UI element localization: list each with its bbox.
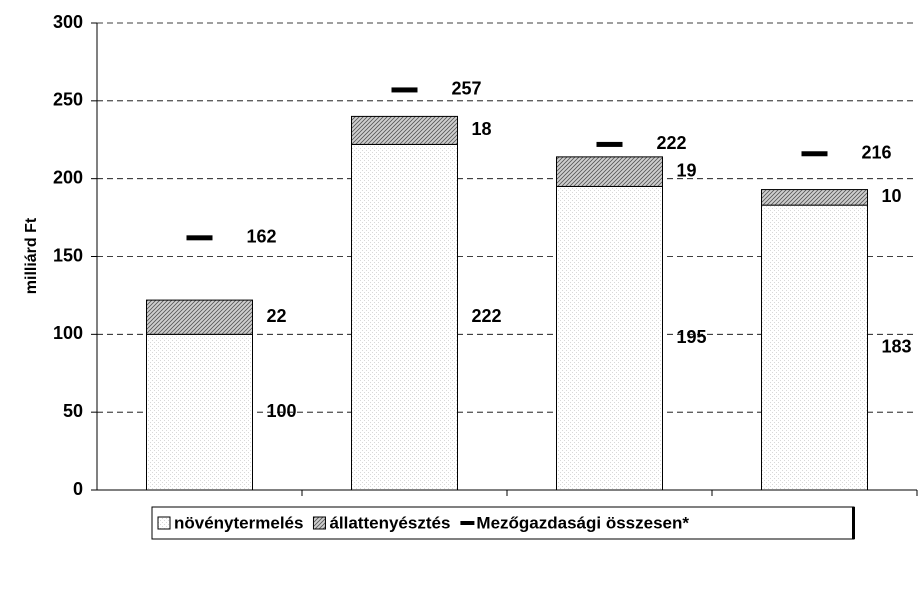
y-tick-label: 200 [53,167,83,187]
data-label: 183 [882,336,912,356]
bar-segment [351,115,458,145]
y-axis-label: milliárd Ft [23,217,40,294]
data-label: 257 [452,79,482,99]
data-label: 216 [862,143,892,163]
legend: növénytermelés állattenyésztés Mezőgazdasá… [151,506,855,540]
y-tick-label: 100 [53,323,83,343]
y-tick-label: 50 [63,401,83,421]
total-marker [596,141,623,147]
total-marker [801,151,828,157]
legend-box [151,506,855,540]
data-label: 18 [472,119,492,139]
data-label: 222 [657,133,687,153]
data-label: 195 [677,327,707,347]
y-tick-label: 150 [53,245,83,265]
y-tick-label: 250 [53,90,83,110]
legend-label: Mezőgazdasági összesen* [476,513,689,532]
data-label: 10 [882,186,902,206]
bar-segment [351,143,458,491]
legend-swatch [312,516,326,530]
bar-segment [761,204,868,491]
bar-segment [146,299,253,335]
bar-segment [556,156,663,187]
legend-swatch [460,521,475,525]
total-marker [391,87,418,93]
data-label: 19 [677,160,697,180]
y-tick-label: 300 [53,12,83,32]
y-tick-label: 0 [73,479,83,499]
bar-segment [556,185,663,491]
data-label: 222 [472,306,502,326]
data-label: 22 [267,306,287,326]
total-marker [186,235,213,241]
legend-edge [852,507,855,539]
bar-segment [146,333,253,491]
legend-swatch [157,516,171,530]
data-label: 100 [267,401,297,421]
legend-label: állattenyésztés [329,513,450,532]
data-label: 162 [247,227,277,247]
bar-segment [761,189,868,206]
legend-label: növénytermelés [174,513,303,532]
